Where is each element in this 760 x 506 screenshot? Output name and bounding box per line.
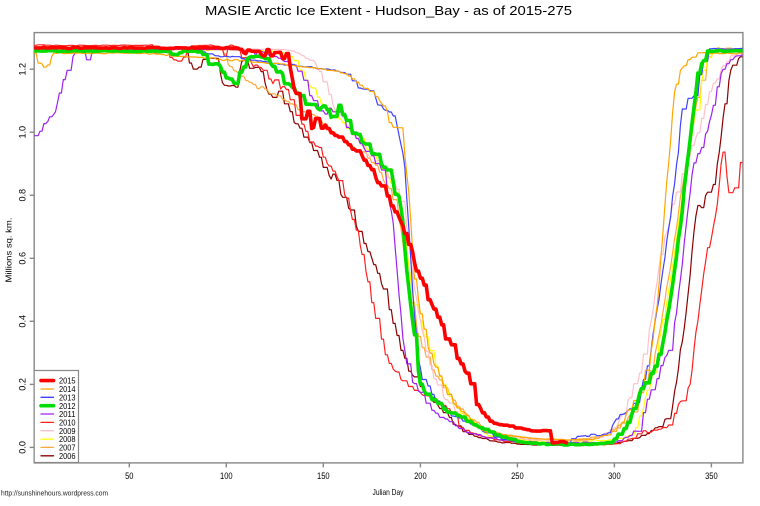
svg-text:Julian Day: Julian Day [373,487,405,497]
svg-text:2010: 2010 [59,418,76,428]
svg-text:2009: 2009 [59,426,76,436]
svg-text:0.4: 0.4 [17,315,27,328]
svg-text:2013: 2013 [59,392,76,402]
svg-text:1.2: 1.2 [17,63,27,76]
svg-text:0.2: 0.2 [17,378,27,391]
svg-text:1.0: 1.0 [17,126,27,139]
svg-text:2012: 2012 [59,401,76,411]
svg-text:0.0: 0.0 [17,441,27,454]
svg-text:100: 100 [220,471,233,481]
svg-text:http://sunshinehours.wordpress: http://sunshinehours.wordpress.com [1,489,108,498]
svg-text:2014: 2014 [59,384,76,394]
svg-text:0.8: 0.8 [17,189,27,202]
svg-text:2006: 2006 [59,451,76,461]
svg-text:0.6: 0.6 [17,252,27,265]
svg-text:2008: 2008 [59,434,76,444]
svg-text:2011: 2011 [59,409,76,419]
svg-text:2015: 2015 [59,376,76,386]
svg-text:250: 250 [511,471,524,481]
svg-text:MASIE Arctic Ice Extent - Huds: MASIE Arctic Ice Extent - Hudson_Bay - a… [205,3,572,18]
svg-text:2007: 2007 [59,443,76,453]
svg-text:350: 350 [705,471,718,481]
svg-text:Millions sq. km.: Millions sq. km. [4,218,14,283]
svg-text:200: 200 [414,471,427,481]
svg-text:150: 150 [317,471,330,481]
svg-text:50: 50 [125,471,133,481]
svg-text:300: 300 [608,471,621,481]
